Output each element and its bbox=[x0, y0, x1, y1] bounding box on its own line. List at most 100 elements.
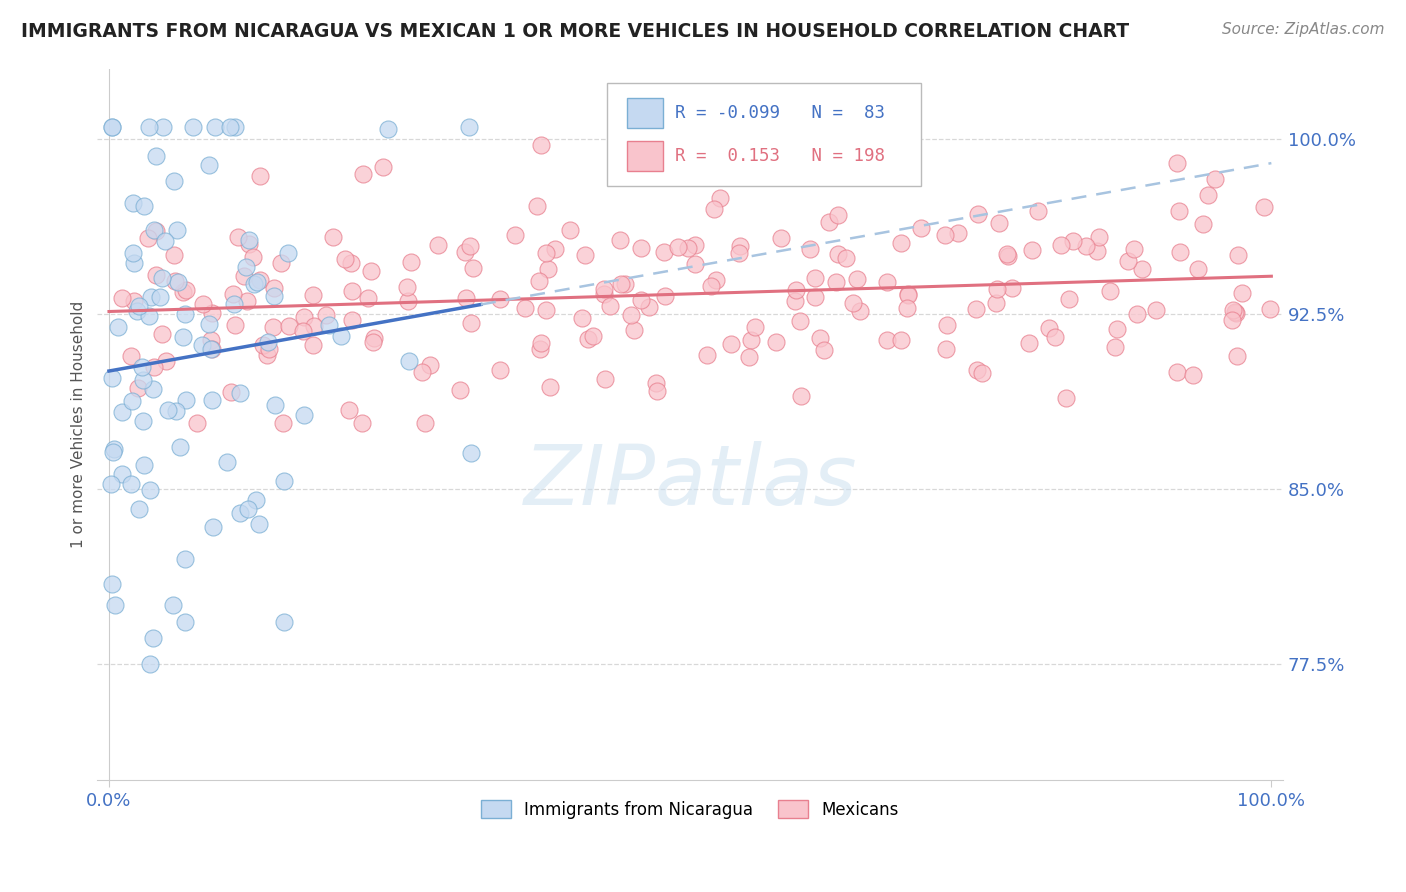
Point bbox=[246, 275, 269, 289]
Point bbox=[685, 257, 707, 271]
Point bbox=[122, 256, 145, 270]
Point bbox=[273, 615, 295, 629]
Point bbox=[229, 385, 252, 400]
Point bbox=[101, 120, 124, 134]
Point bbox=[100, 120, 122, 134]
Point bbox=[803, 290, 825, 304]
Point bbox=[1088, 230, 1111, 244]
Point bbox=[242, 250, 264, 264]
Point bbox=[744, 319, 766, 334]
Point bbox=[204, 120, 226, 134]
Bar bbox=[627, 98, 662, 128]
Point bbox=[453, 244, 475, 259]
Point bbox=[1166, 156, 1188, 170]
Point bbox=[849, 304, 872, 318]
Point bbox=[401, 254, 423, 268]
Point bbox=[413, 416, 436, 430]
Point bbox=[373, 161, 395, 175]
Point bbox=[460, 316, 482, 330]
Point bbox=[765, 334, 787, 349]
Point bbox=[249, 273, 271, 287]
Point bbox=[630, 293, 652, 307]
Text: ZIPatlas: ZIPatlas bbox=[523, 441, 858, 522]
Text: R = -0.099   N =  83: R = -0.099 N = 83 bbox=[675, 104, 884, 122]
Point bbox=[398, 354, 420, 368]
Point bbox=[1144, 303, 1167, 318]
Point bbox=[245, 493, 267, 508]
Point bbox=[534, 246, 557, 260]
Point bbox=[574, 248, 596, 262]
Point bbox=[132, 414, 155, 428]
Point bbox=[121, 393, 143, 408]
Point bbox=[360, 264, 382, 278]
Point bbox=[249, 169, 271, 183]
Point bbox=[111, 405, 134, 419]
Point bbox=[1192, 218, 1215, 232]
Point bbox=[610, 277, 633, 291]
Point bbox=[897, 287, 920, 301]
Point bbox=[789, 389, 811, 403]
Point bbox=[322, 229, 344, 244]
Point bbox=[342, 284, 364, 298]
Point bbox=[357, 291, 380, 305]
Point bbox=[1166, 365, 1188, 379]
Point bbox=[142, 382, 165, 396]
Bar bbox=[627, 141, 662, 171]
Point bbox=[256, 349, 278, 363]
Point bbox=[292, 324, 315, 338]
Point bbox=[235, 260, 257, 275]
Point bbox=[676, 241, 699, 255]
Point bbox=[318, 318, 340, 333]
Point bbox=[1168, 245, 1191, 260]
Point bbox=[769, 231, 792, 245]
Point bbox=[292, 310, 315, 325]
Point bbox=[302, 318, 325, 333]
Point bbox=[263, 398, 285, 412]
Point bbox=[292, 408, 315, 422]
Point bbox=[703, 202, 725, 216]
Point bbox=[825, 275, 848, 289]
Point bbox=[131, 359, 153, 374]
Point bbox=[1204, 171, 1226, 186]
Point bbox=[536, 302, 558, 317]
Point bbox=[330, 329, 353, 343]
Point bbox=[277, 319, 299, 334]
Point bbox=[235, 293, 257, 308]
Point bbox=[454, 291, 477, 305]
Point bbox=[645, 384, 668, 398]
Point bbox=[340, 255, 363, 269]
Point bbox=[153, 234, 176, 248]
Point bbox=[654, 289, 676, 303]
Point bbox=[315, 308, 337, 322]
Point bbox=[1050, 237, 1073, 252]
Point bbox=[169, 440, 191, 454]
Point bbox=[198, 158, 221, 172]
Point bbox=[593, 372, 616, 386]
Point bbox=[1099, 285, 1122, 299]
Point bbox=[411, 365, 433, 379]
Point bbox=[599, 299, 621, 313]
Point bbox=[638, 300, 661, 314]
Point bbox=[910, 221, 932, 235]
Point bbox=[107, 319, 129, 334]
Point bbox=[200, 342, 222, 356]
Y-axis label: 1 or more Vehicles in Household: 1 or more Vehicles in Household bbox=[72, 301, 86, 548]
Point bbox=[513, 301, 536, 316]
Point bbox=[166, 222, 188, 236]
Point bbox=[835, 251, 858, 265]
Point bbox=[503, 227, 526, 242]
Point bbox=[122, 245, 145, 260]
Point bbox=[571, 311, 593, 326]
Point bbox=[1043, 330, 1066, 344]
Point bbox=[152, 120, 174, 134]
Point bbox=[576, 332, 599, 346]
Point bbox=[1038, 321, 1060, 335]
Point bbox=[1258, 301, 1281, 316]
Point bbox=[537, 262, 560, 277]
Point bbox=[145, 224, 167, 238]
Point bbox=[890, 333, 912, 347]
Point bbox=[257, 335, 280, 350]
Point bbox=[827, 208, 849, 222]
Point bbox=[224, 318, 246, 332]
Point bbox=[426, 238, 449, 252]
